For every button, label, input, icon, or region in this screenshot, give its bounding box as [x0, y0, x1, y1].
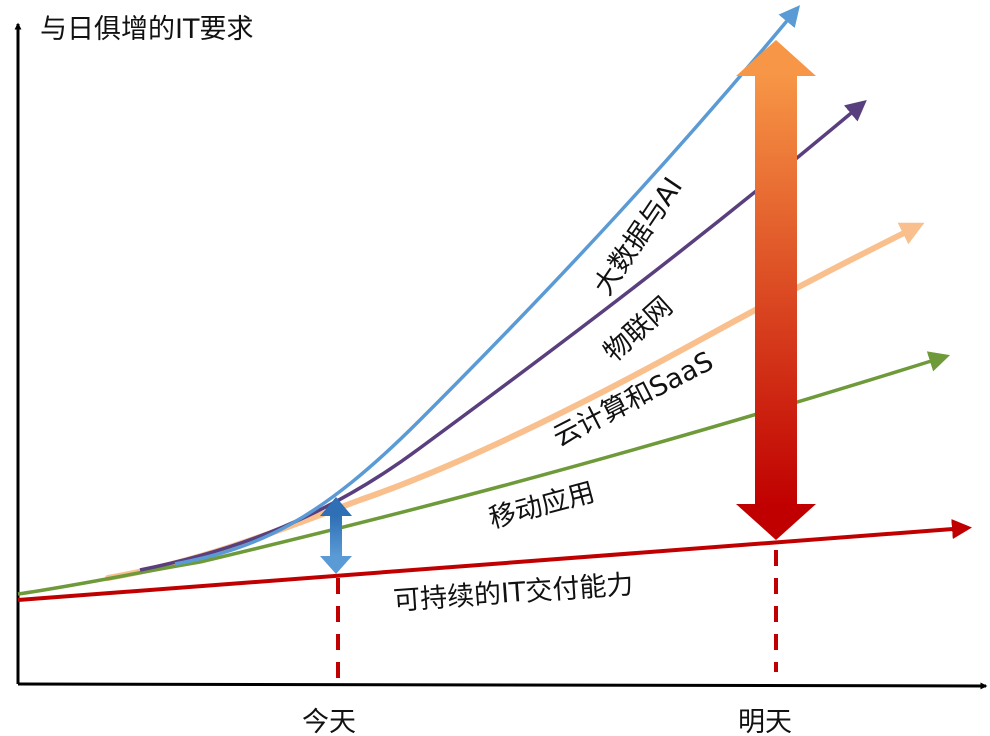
- it-capability-label: 可持续的IT交付能力: [392, 569, 634, 617]
- iot-curve: [139, 99, 867, 572]
- cloud-saas-label: 云计算和SaaS: [548, 346, 718, 453]
- x-axis: [17, 682, 988, 690]
- mobile-app-curve: [17, 351, 951, 596]
- x-tick-tomorrow: 明天: [738, 707, 792, 736]
- tomorrow-gap-arrow: [736, 40, 816, 540]
- x-tick-today: 今天: [302, 707, 356, 736]
- y-axis-label: 与日俱增的IT要求: [40, 14, 253, 45]
- bigdata-ai-curve: [174, 5, 801, 566]
- today-gap-arrow: [320, 497, 352, 574]
- it-capability-line: [17, 519, 972, 602]
